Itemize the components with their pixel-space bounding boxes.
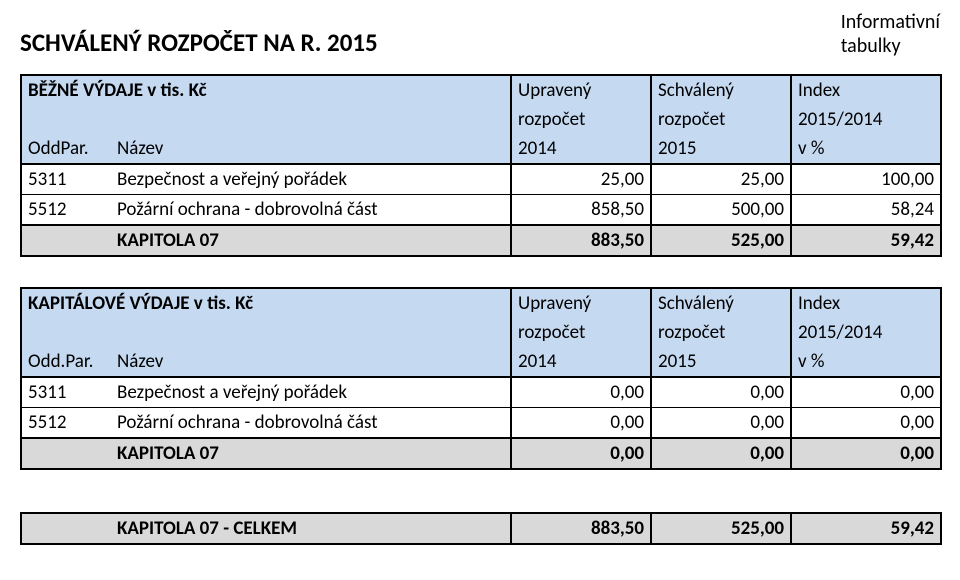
hdr-col3-l1: Upravený (511, 288, 651, 318)
corner-note: Informativní tabulky (841, 10, 940, 58)
table-total: KAPITOLA 07 - CELKEM 883,50 525,00 59,42 (20, 512, 942, 545)
table2-heading: KAPITÁLOVÉ VÝDAJE v tis. Kč (21, 288, 511, 318)
sum-v3: 59,42 (791, 225, 941, 256)
hdr-nazev: Název (111, 134, 511, 164)
row-v1: 0,00 (511, 408, 651, 439)
row-v1: 25,00 (511, 164, 651, 195)
hdr-col5-l3: v % (791, 347, 941, 377)
hdr-oddpar: OddPar. (21, 134, 111, 164)
sum-name: KAPITOLA 07 (111, 225, 511, 256)
hdr-col4-l1: Schválený (651, 75, 791, 105)
sum-v2: 0,00 (651, 438, 791, 469)
sum-v3: 0,00 (791, 438, 941, 469)
total-name: KAPITOLA 07 - CELKEM (111, 513, 511, 544)
sum-name: KAPITOLA 07 (111, 438, 511, 469)
table-row: 5512 Požární ochrana - dobrovolná část 8… (21, 195, 941, 226)
table2-sum-row: KAPITOLA 07 0,00 0,00 0,00 (21, 438, 941, 469)
sum-v1: 883,50 (511, 225, 651, 256)
table-row: 5311 Bezpečnost a veřejný pořádek 25,00 … (21, 164, 941, 195)
sum-v2: 525,00 (651, 225, 791, 256)
page-title: SCHVÁLENÝ ROZPOČET NA R. 2015 (20, 27, 378, 58)
hdr-col3-l3: 2014 (511, 134, 651, 164)
corner-line2: tabulky (841, 34, 940, 58)
hdr-col5-l3: v % (791, 134, 941, 164)
row-v3: 0,00 (791, 377, 941, 408)
total-v2: 525,00 (651, 513, 791, 544)
row-code: 5512 (21, 408, 111, 439)
table1-sum-row: KAPITOLA 07 883,50 525,00 59,42 (21, 225, 941, 256)
row-v1: 0,00 (511, 377, 651, 408)
hdr-col3-l2: rozpočet (511, 318, 651, 347)
row-v1: 858,50 (511, 195, 651, 226)
table-kapitalove-vydaje: KAPITÁLOVÉ VÝDAJE v tis. Kč Upravený Sch… (20, 287, 942, 470)
hdr-col3-l2: rozpočet (511, 105, 651, 134)
corner-line1: Informativní (841, 10, 940, 34)
row-code: 5311 (21, 377, 111, 408)
hdr-col5-l2: 2015/2014 (791, 318, 941, 347)
hdr-nazev: Název (111, 347, 511, 377)
hdr-col4-l2: rozpočet (651, 105, 791, 134)
hdr-col5-l1: Index (791, 288, 941, 318)
row-code: 5311 (21, 164, 111, 195)
hdr-col4-l2: rozpočet (651, 318, 791, 347)
table-bezne-vydaje: BĚŽNÉ VÝDAJE v tis. Kč Upravený Schválen… (20, 74, 942, 257)
table1-heading: BĚŽNÉ VÝDAJE v tis. Kč (21, 75, 511, 105)
row-code: 5512 (21, 195, 111, 226)
row-v2: 0,00 (651, 408, 791, 439)
row-v2: 0,00 (651, 377, 791, 408)
row-v2: 25,00 (651, 164, 791, 195)
hdr-col5-l2: 2015/2014 (791, 105, 941, 134)
row-v3: 100,00 (791, 164, 941, 195)
row-name: Bezpečnost a veřejný pořádek (111, 164, 511, 195)
row-v3: 0,00 (791, 408, 941, 439)
hdr-col3-l3: 2014 (511, 347, 651, 377)
row-name: Požární ochrana - dobrovolná část (111, 408, 511, 439)
hdr-col4-l3: 2015 (651, 134, 791, 164)
table-row: 5512 Požární ochrana - dobrovolná část 0… (21, 408, 941, 439)
sum-v1: 0,00 (511, 438, 651, 469)
table-row: 5311 Bezpečnost a veřejný pořádek 0,00 0… (21, 377, 941, 408)
row-v2: 500,00 (651, 195, 791, 226)
hdr-col4-l1: Schválený (651, 288, 791, 318)
row-v3: 58,24 (791, 195, 941, 226)
row-name: Bezpečnost a veřejný pořádek (111, 377, 511, 408)
row-name: Požární ochrana - dobrovolná část (111, 195, 511, 226)
total-row: KAPITOLA 07 - CELKEM 883,50 525,00 59,42 (21, 513, 941, 544)
total-v3: 59,42 (791, 513, 941, 544)
hdr-col4-l3: 2015 (651, 347, 791, 377)
hdr-col3-l1: Upravený (511, 75, 651, 105)
hdr-oddpar: Odd.Par. (21, 347, 111, 377)
total-v1: 883,50 (511, 513, 651, 544)
hdr-col5-l1: Index (791, 75, 941, 105)
